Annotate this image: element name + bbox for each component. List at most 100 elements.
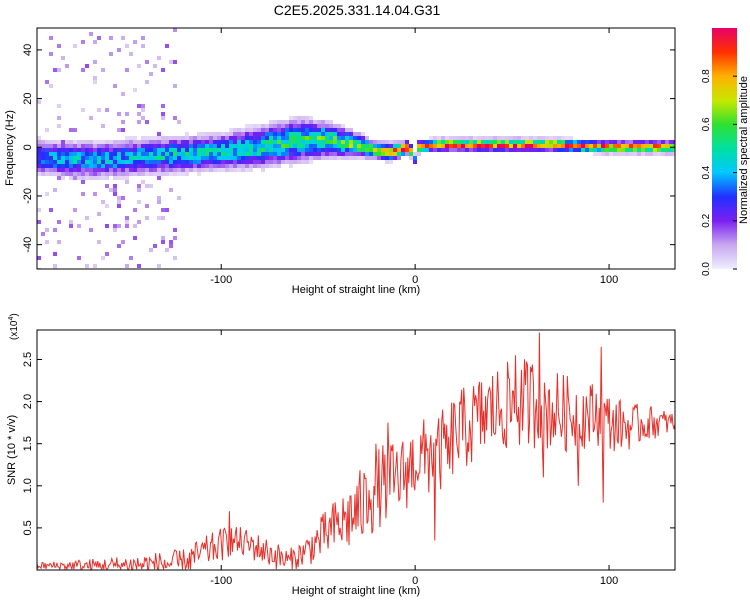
spectrogram-cell	[157, 56, 161, 60]
spectrogram-cell	[105, 164, 109, 168]
spectrogram-cell	[85, 176, 89, 180]
spectrogram-cell	[101, 68, 105, 72]
spectrogram-cell	[129, 52, 133, 56]
spectrogram-cell	[77, 144, 81, 148]
spectrogram-cell	[157, 264, 161, 268]
spectrogram-cell	[397, 156, 401, 160]
spectrogram-cell	[97, 140, 101, 144]
spectrogram-cell	[257, 124, 261, 128]
spectrogram-cell	[253, 132, 257, 136]
colorbar: 0.0 0.2 0.4 0.6 0.8 Normalized spectral ampl…	[701, 28, 750, 276]
spectrogram-cell	[161, 236, 165, 240]
spectrogram-cell	[145, 216, 149, 220]
spectrogram-cell	[205, 168, 209, 172]
spectrogram-cell	[41, 152, 45, 156]
spectrogram-cell	[233, 140, 237, 144]
spectrogram-cell	[221, 160, 225, 164]
spectrogram-cell	[505, 136, 509, 140]
spectrogram-cell	[277, 152, 281, 156]
spectrogram-cell	[265, 128, 269, 132]
spectrogram-cell	[121, 240, 125, 244]
spectrogram-cell	[129, 168, 133, 172]
spectrogram-cell	[141, 164, 145, 168]
spectrogram-cell	[317, 120, 321, 124]
spectrogram-cell	[221, 156, 225, 160]
spectrogram-cell	[641, 140, 645, 144]
spectrogram-cell	[57, 176, 61, 180]
spectrogram-cell	[93, 164, 97, 168]
spectrogram-cell	[93, 80, 97, 84]
spectrogram-cell	[325, 120, 329, 124]
spectrogram-cell	[369, 156, 373, 160]
spectrogram-cell	[253, 144, 257, 148]
spectrogram-cell	[633, 144, 637, 148]
spectrogram-cell	[293, 116, 297, 120]
spectrogram-cell	[349, 128, 353, 132]
spectrogram-cell	[53, 152, 57, 156]
spectrogram-cell	[641, 148, 645, 152]
spectrogram-cell	[653, 144, 657, 148]
spectrogram-cell	[141, 156, 145, 160]
spectrogram-cell	[165, 248, 169, 252]
spectrogram-cell	[101, 152, 105, 156]
spectrogram-cell	[265, 140, 269, 144]
spectrogram-cell	[261, 132, 265, 136]
spectrogram-cell	[317, 140, 321, 144]
spectrogram-cell	[529, 148, 533, 152]
spectrogram-cell	[373, 152, 377, 156]
spectrogram-cell	[197, 172, 201, 176]
spectrogram-cell	[241, 144, 245, 148]
spectrogram-cell	[161, 172, 165, 176]
spectrogram-cell	[349, 152, 353, 156]
spectrogram-cell	[441, 136, 445, 140]
spectrogram-cell	[417, 140, 421, 144]
spectrogram-cell	[165, 148, 169, 152]
spectrogram-cell	[673, 140, 675, 144]
spectrogram-cell	[213, 136, 217, 140]
spectrogram-cell	[625, 140, 629, 144]
spectrogram-cell	[273, 148, 277, 152]
spectrogram-y-tick-label: 0	[22, 144, 34, 150]
spectrogram-cell	[397, 148, 401, 152]
spectrogram-cell	[113, 84, 117, 88]
spectrogram-cell	[337, 124, 341, 128]
spectrogram-cell	[233, 144, 237, 148]
spectrogram-cell	[633, 148, 637, 152]
spectrogram-cell	[249, 160, 253, 164]
spectrogram-cell	[37, 140, 41, 144]
spectrogram-cell	[453, 136, 457, 140]
spectrogram-cell	[61, 168, 65, 172]
spectrogram-cell	[153, 144, 157, 148]
spectrogram-cell	[481, 136, 485, 140]
spectrogram-x-tick-label: 0	[412, 274, 418, 286]
snr-y-axis-label: SNR (10 * v/v)	[6, 415, 18, 485]
spectrogram-cell	[481, 148, 485, 152]
spectrogram-cell	[77, 172, 81, 176]
spectrogram-cell	[301, 136, 305, 140]
spectrogram-cell	[81, 172, 85, 176]
spectrogram-cell	[649, 144, 653, 148]
spectrogram-cell	[81, 168, 85, 172]
spectrogram-cell	[609, 140, 613, 144]
spectrogram-cell	[585, 140, 589, 144]
spectrogram-cell	[193, 148, 197, 152]
spectrogram-cell	[629, 140, 633, 144]
spectrogram-cell	[393, 144, 397, 148]
spectrogram-cell	[157, 176, 161, 180]
spectrogram-cell	[365, 152, 369, 156]
spectrogram-cell	[117, 164, 121, 168]
spectrogram-cell	[237, 156, 241, 160]
spectrogram-cell	[297, 148, 301, 152]
spectrogram-cell	[261, 128, 265, 132]
spectrogram-cell	[401, 152, 405, 156]
spectrogram-cell	[109, 52, 113, 56]
spectrogram-cell	[225, 132, 229, 136]
spectrogram-cell	[189, 148, 193, 152]
spectrogram-cell	[505, 148, 509, 152]
spectrogram-cell	[97, 212, 101, 216]
spectrogram-cell	[165, 44, 169, 48]
spectrogram-cell	[113, 144, 117, 148]
spectrogram-cell	[213, 164, 217, 168]
spectrogram-cell	[409, 148, 413, 152]
spectrogram-cell	[613, 144, 617, 148]
